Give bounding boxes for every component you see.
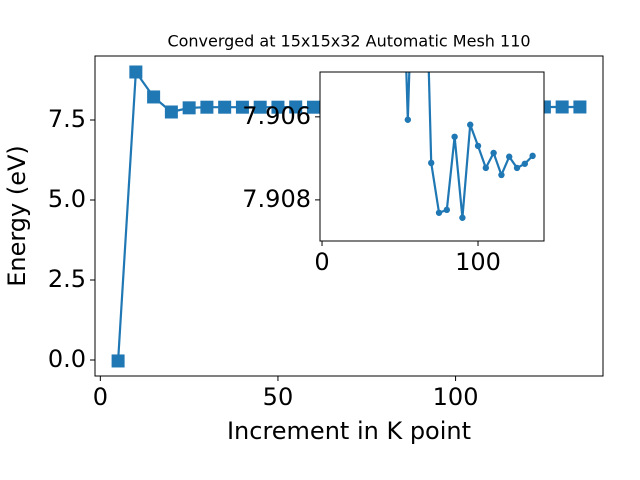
marker: [404, 116, 412, 123]
x-tick-label: 100: [433, 383, 479, 411]
x-tick-label: 50: [263, 383, 294, 411]
y-tick-label: 5.0: [48, 185, 86, 213]
marker: [200, 100, 214, 114]
y-tick-label: 2.5: [48, 265, 86, 293]
y-tick-label: 7.5: [48, 105, 86, 133]
axes: 0 100 7.906 7.908: [242, 71, 545, 276]
marker: [147, 90, 161, 104]
marker: [490, 149, 497, 157]
marker: [451, 133, 458, 140]
marker: [164, 105, 178, 119]
marker: [513, 164, 521, 172]
marker: [459, 214, 466, 221]
marker: [129, 65, 143, 79]
marker: [506, 153, 513, 160]
marker: [289, 100, 303, 114]
x-tick-label: 0: [314, 248, 329, 276]
marker: [435, 209, 443, 216]
marker: [521, 160, 529, 167]
marker: [474, 142, 482, 150]
marker: [498, 171, 505, 179]
marker: [529, 152, 536, 160]
y-tick-label: 0.0: [48, 345, 86, 373]
marker: [271, 100, 285, 114]
marker: [467, 121, 474, 128]
marker: [235, 100, 249, 114]
marker: [182, 101, 196, 115]
chart-title: Converged at 15x15x32 Automatic Mesh 110: [167, 32, 530, 51]
marker: [306, 100, 320, 114]
marker: [253, 100, 267, 114]
marker: [443, 206, 451, 214]
x-tick-label: 0: [93, 383, 108, 411]
y-axis-label: Energy (eV): [3, 145, 31, 287]
y-tick-label: 7.906: [242, 102, 311, 130]
y-tick-label: 7.908: [242, 185, 311, 213]
marker: [218, 100, 232, 114]
marker: [428, 159, 435, 167]
marker: [555, 100, 569, 114]
marker: [573, 100, 587, 114]
axes-frame: [94, 55, 604, 377]
x-axis-label: Increment in K point: [227, 417, 471, 445]
x-tick-label: 100: [455, 248, 501, 276]
marker: [482, 164, 490, 172]
marker: [111, 354, 125, 368]
series: [404, 72, 536, 221]
axes-frame: [319, 71, 545, 242]
